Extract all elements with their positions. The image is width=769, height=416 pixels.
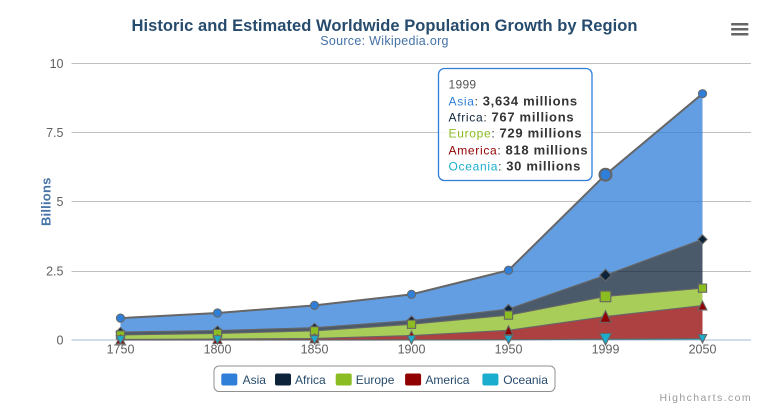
svg-text:Europe: 729 millions: Europe: 729 millions (449, 125, 583, 140)
svg-text:Europe: Europe (356, 373, 395, 387)
svg-text:2.5: 2.5 (46, 264, 63, 278)
svg-text:Asia: Asia (243, 373, 267, 387)
svg-text:Oceania: 30 millions: Oceania: 30 millions (449, 158, 582, 173)
svg-text:America: America (425, 373, 469, 387)
svg-text:1950: 1950 (495, 343, 523, 357)
svg-text:Billions: Billions (39, 177, 54, 226)
svg-text:Highcharts.com: Highcharts.com (659, 392, 752, 404)
svg-text:1999: 1999 (592, 343, 620, 357)
svg-text:7.5: 7.5 (46, 126, 63, 140)
svg-text:1900: 1900 (398, 343, 426, 357)
svg-text:1800: 1800 (204, 343, 232, 357)
svg-text:Africa: Africa (295, 373, 326, 387)
svg-text:Africa: 767 millions: Africa: 767 millions (449, 109, 575, 124)
svg-text:America: 818 millions: America: 818 millions (449, 143, 589, 158)
svg-text:Asia: 3,634 millions: Asia: 3,634 millions (449, 94, 578, 109)
svg-text:Oceania: Oceania (503, 373, 548, 387)
svg-text:Source: Wikipedia.org: Source: Wikipedia.org (320, 34, 449, 48)
svg-text:1750: 1750 (107, 343, 135, 357)
svg-text:10: 10 (50, 57, 64, 71)
svg-text:Historic and Estimated Worldwi: Historic and Estimated Worldwide Populat… (132, 17, 638, 35)
svg-text:0: 0 (57, 333, 64, 347)
svg-text:1850: 1850 (301, 343, 329, 357)
svg-text:5: 5 (57, 195, 64, 209)
svg-text:1999: 1999 (449, 78, 477, 92)
svg-text:2050: 2050 (689, 343, 717, 357)
